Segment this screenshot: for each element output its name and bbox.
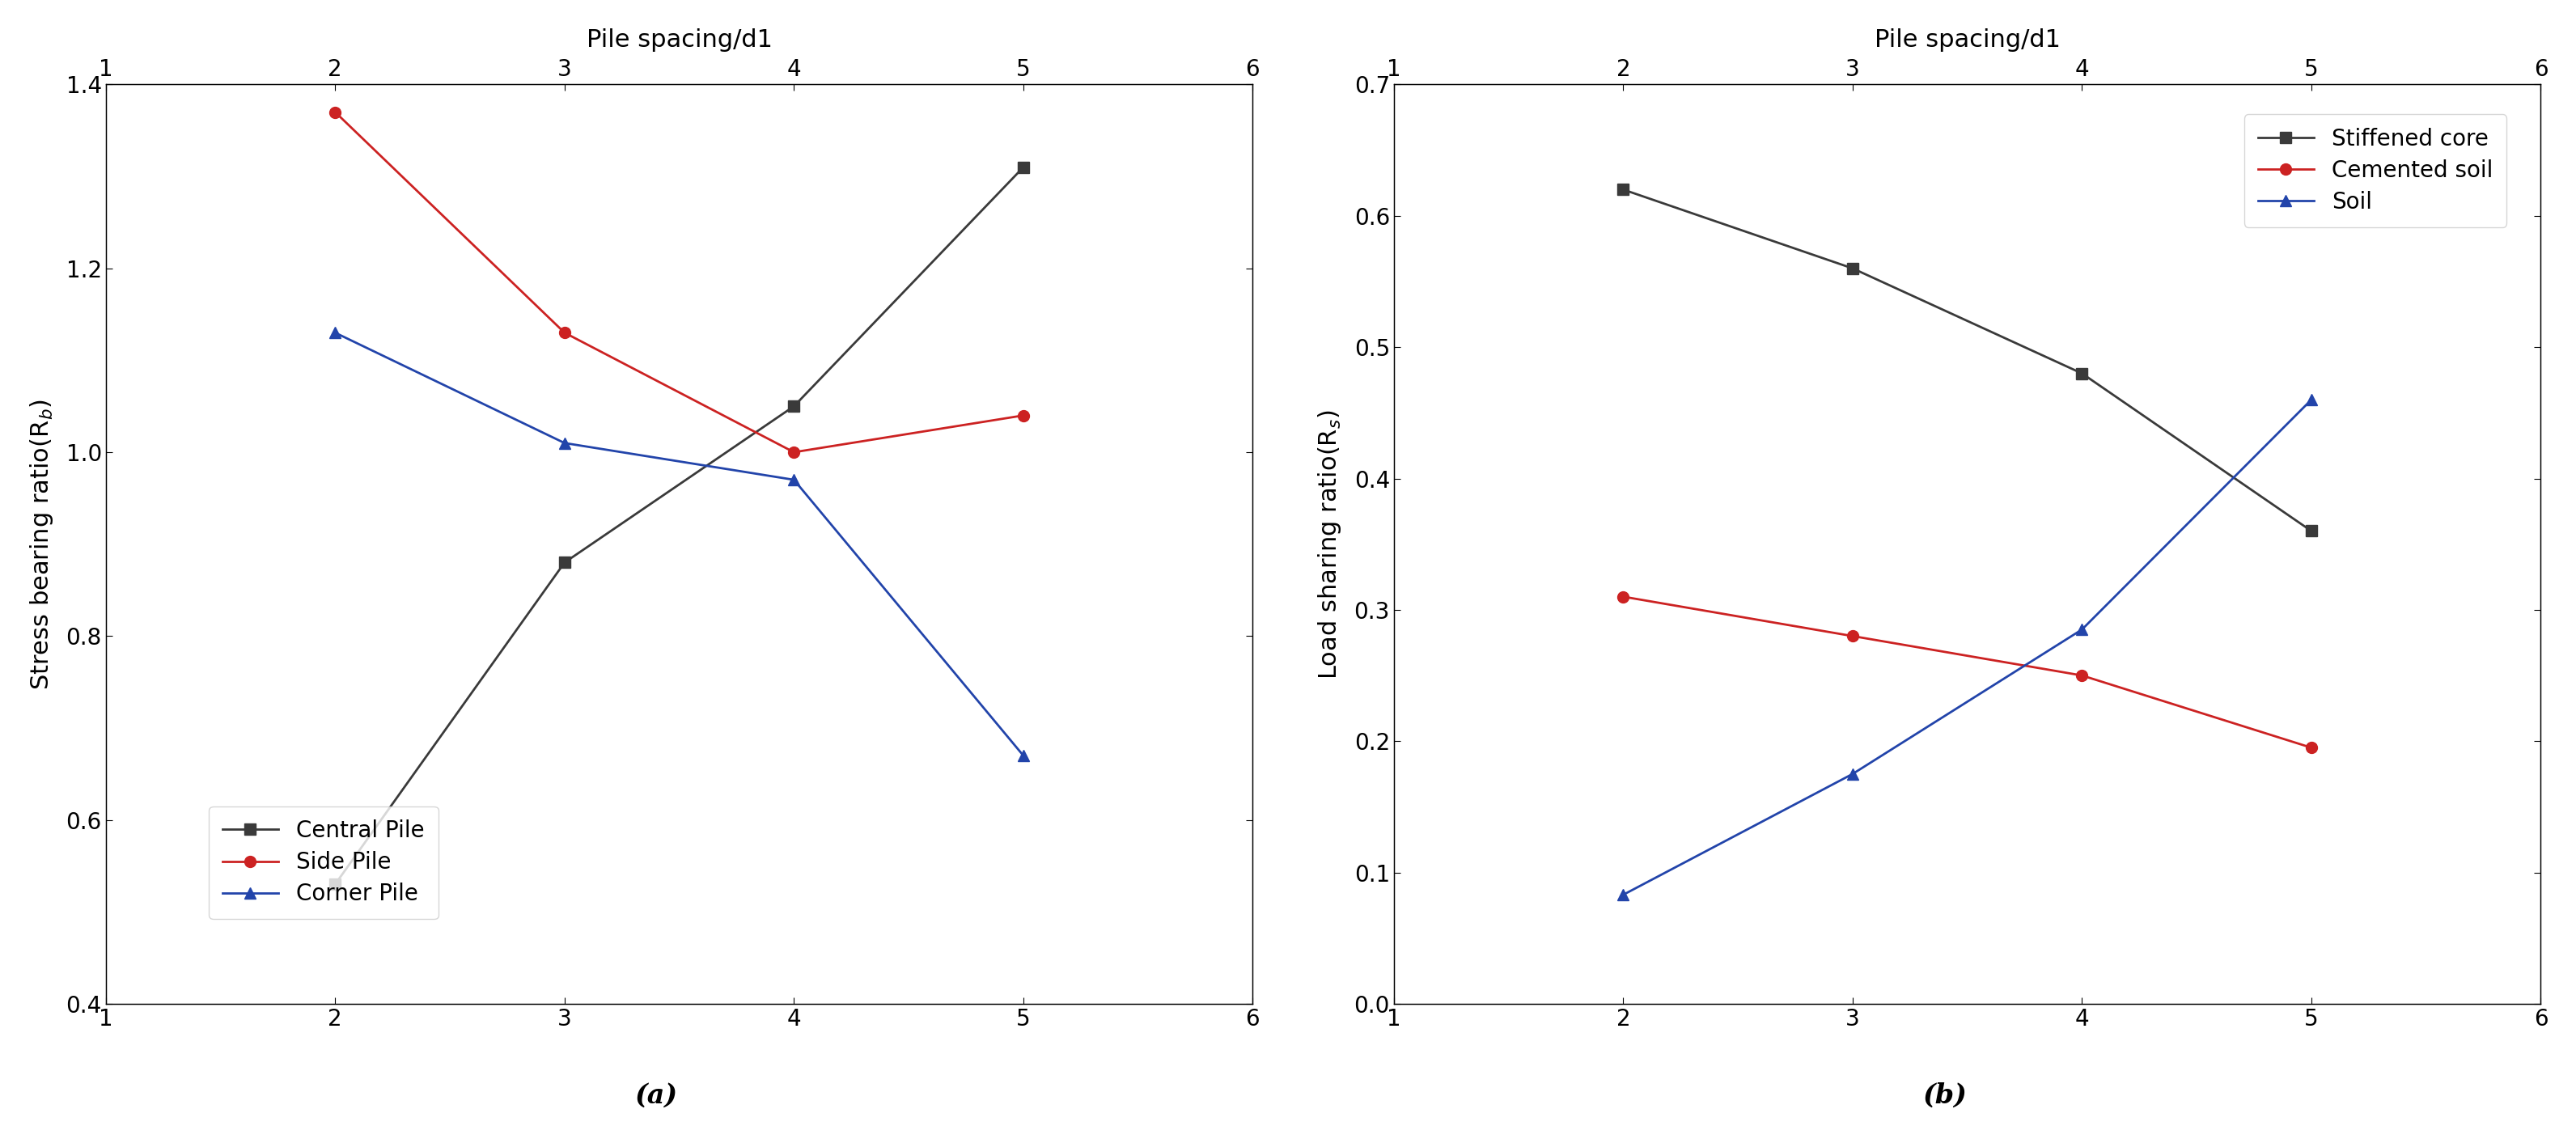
- Stiffened core: [1837, 261, 1868, 275]
- Cemented soil: [2066, 669, 2097, 682]
- Line: Side Pile: Side Pile: [330, 107, 1028, 458]
- Central Pile: [778, 400, 809, 413]
- Corner Pile: [1007, 749, 1038, 762]
- Side Pile: [1007, 409, 1038, 422]
- Central Pile: [1007, 161, 1038, 175]
- Side Pile: [778, 446, 809, 459]
- Soil: [2295, 393, 2326, 406]
- Legend: Central Pile, Side Pile, Corner Pile: Central Pile, Side Pile, Corner Pile: [209, 806, 438, 919]
- Soil: [1607, 888, 1638, 902]
- Corner Pile: [549, 436, 580, 449]
- Line: Central Pile: Central Pile: [330, 162, 1028, 890]
- Side Pile: [319, 106, 350, 119]
- Line: Soil: Soil: [1618, 394, 2316, 901]
- Corner Pile: [319, 325, 350, 339]
- Cemented soil: [2295, 741, 2326, 754]
- Cemented soil: [1607, 590, 1638, 604]
- Stiffened core: [1607, 182, 1638, 196]
- Line: Stiffened core: Stiffened core: [1618, 184, 2316, 537]
- Line: Cemented soil: Cemented soil: [1618, 591, 2316, 753]
- Soil: [2066, 623, 2097, 636]
- Cemented soil: [1837, 629, 1868, 643]
- Corner Pile: [778, 473, 809, 486]
- Text: (a): (a): [636, 1082, 677, 1109]
- Y-axis label: Stress bearing ratio(R$_b$): Stress bearing ratio(R$_b$): [28, 399, 54, 689]
- Central Pile: [549, 556, 580, 570]
- Legend: Stiffened core, Cemented soil, Soil: Stiffened core, Cemented soil, Soil: [2244, 114, 2506, 227]
- Y-axis label: Load sharing ratio(R$_s$): Load sharing ratio(R$_s$): [1316, 409, 1342, 679]
- Stiffened core: [2295, 525, 2326, 538]
- Side Pile: [549, 325, 580, 339]
- X-axis label: Pile spacing/d1: Pile spacing/d1: [587, 28, 773, 52]
- X-axis label: Pile spacing/d1: Pile spacing/d1: [1875, 28, 2061, 52]
- Line: Corner Pile: Corner Pile: [330, 327, 1028, 761]
- Stiffened core: [2066, 367, 2097, 381]
- Central Pile: [319, 877, 350, 891]
- Soil: [1837, 767, 1868, 780]
- Text: (b): (b): [1922, 1082, 1968, 1109]
